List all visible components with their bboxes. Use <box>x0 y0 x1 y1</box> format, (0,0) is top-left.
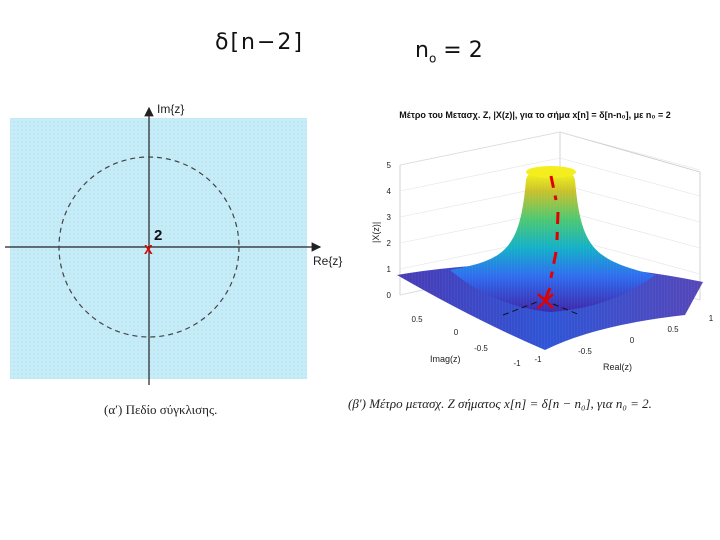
z-tick-label: 5 <box>387 161 392 170</box>
z-gridline <box>559 131 701 171</box>
roc-diagram: Im{z} Re{z} X 2 <box>5 102 342 385</box>
x-tick-labels: -1 -0.5 0 0.5 1 <box>534 314 713 364</box>
z-gridline <box>559 157 701 197</box>
handwritten-delta-label: δ[n−2] <box>215 30 304 55</box>
z-gridline <box>559 209 701 249</box>
caption-roc: (α′) Πεδίο σύγκλισης. <box>104 402 218 417</box>
y-tick-label: -1 <box>513 359 521 368</box>
z-tick-label: 0 <box>387 291 392 300</box>
x-tick-label: 1 <box>709 314 714 323</box>
y-tick-label: 0 <box>454 328 459 337</box>
z-tick-label: 4 <box>387 187 392 196</box>
z-tick-label: 3 <box>387 213 392 222</box>
x-tick-label: -1 <box>534 355 542 364</box>
magnitude-surface-plot: Μέτρο του Μετασχ. Z, |X(z)|, για το σήμα… <box>371 110 714 372</box>
handwritten-n0-label: no = 2 <box>415 38 483 65</box>
y-tick-labels: -1 -0.5 0 0.5 <box>411 315 521 368</box>
z-axis-label: |X(z)| <box>371 222 381 243</box>
pole-multiplicity: 2 <box>154 227 162 244</box>
x-axis-label: Real(z) <box>603 362 632 372</box>
y-tick-label: 0.5 <box>411 315 423 324</box>
pole-cross-mark <box>537 293 554 309</box>
surface-peak-top <box>526 166 576 178</box>
z-tick-label: 2 <box>387 239 392 248</box>
y-axis-label: Imag(z) <box>430 354 461 364</box>
y-tick-label: -0.5 <box>474 344 488 353</box>
plot-title: Μέτρο του Μετασχ. Z, |X(z)|, για το σήμα… <box>399 110 670 120</box>
imag-axis-label: Im{z} <box>157 102 184 116</box>
z-gridline <box>559 183 701 223</box>
z-tick-label: 1 <box>387 265 392 274</box>
pole-marker: X <box>144 242 153 257</box>
floor-dashed-line <box>502 301 581 316</box>
unit-circle <box>58 156 240 338</box>
n0-subscript: o <box>428 51 437 66</box>
z-tick-labels: 0 1 2 3 4 5 <box>387 161 392 300</box>
surface-mesh-peak <box>450 170 655 312</box>
x-tick-label: 0.5 <box>667 325 679 334</box>
z-gridline <box>399 157 561 192</box>
real-axis-label: Re{z} <box>313 254 342 268</box>
x-tick-label: 0 <box>630 336 635 345</box>
caption-magnitude: (β′) Μέτρο μετασχ. Z σήματος x[n] = δ[n … <box>348 396 652 411</box>
n0-symbol: n <box>415 38 429 63</box>
n0-value: = 2 <box>443 38 483 63</box>
x-tick-label: -0.5 <box>578 347 592 356</box>
z-gridline <box>399 131 561 166</box>
